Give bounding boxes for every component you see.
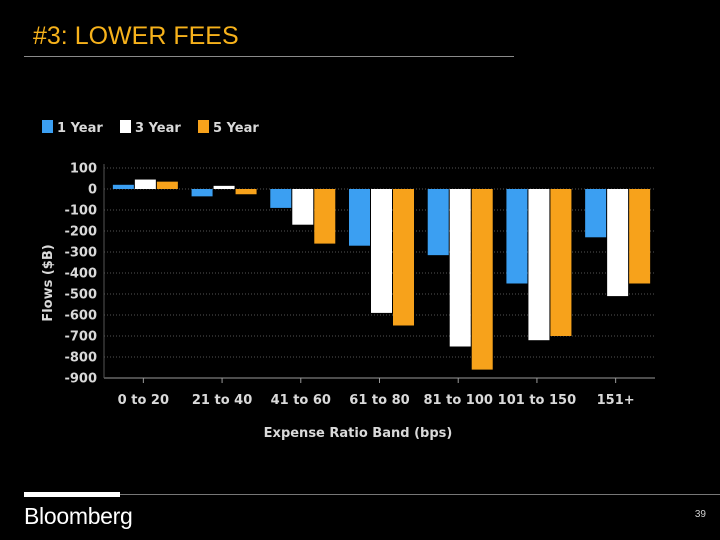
bar-3-year-7 [607, 189, 629, 297]
footer-accent-bar [24, 492, 120, 497]
bar-5-year-5 [471, 189, 493, 370]
bar-5-year-2 [235, 189, 257, 195]
x-tick-label: 61 to 80 [349, 393, 409, 408]
title-divider [24, 56, 514, 57]
y-axis-label: Flows ($B) [41, 244, 56, 321]
bar-5-year-4 [393, 189, 414, 326]
x-tick-label: 0 to 20 [118, 393, 169, 408]
bar-3-year-1 [134, 179, 156, 189]
y-tick-label: -500 [64, 288, 97, 303]
x-tick-label: 81 to 100 [423, 393, 492, 408]
bar-3-year-3 [292, 189, 314, 225]
slide-title: #3: LOWER FEES [33, 22, 239, 50]
chart-legend: 1 Year 3 Year 5 Year [42, 120, 259, 136]
bar-1-year-6 [506, 189, 528, 284]
y-tick-label: -200 [64, 225, 97, 240]
legend-label-1: 1 Year [57, 121, 103, 136]
y-tick-label: -900 [64, 372, 97, 387]
bar-5-year-3 [314, 189, 336, 244]
x-tick-label: 101 to 150 [498, 393, 576, 408]
legend-label-3: 5 Year [213, 121, 259, 136]
bar-1-year-2 [191, 189, 213, 197]
bar-1-year-7 [585, 189, 607, 238]
legend-swatch-3 [198, 120, 209, 133]
y-tick-label: -600 [64, 309, 97, 324]
y-tick-label: -400 [64, 267, 97, 282]
legend-label-2: 3 Year [135, 121, 181, 136]
y-tick-label: 0 [88, 183, 97, 198]
y-axis-ticks: 100 0 -100 -200 -300 -400 -500 -600 -700 -800 -900 [64, 162, 97, 387]
y-tick-label: -700 [64, 330, 97, 345]
y-tick-label: -100 [64, 204, 97, 219]
y-tick-label: -800 [64, 351, 97, 366]
bar-3-year-2 [213, 185, 235, 189]
x-tick-label: 21 to 40 [192, 393, 252, 408]
bar-3-year-5 [449, 189, 471, 347]
legend-swatch-2 [120, 120, 131, 133]
x-axis: 0 to 20 21 to 40 41 to 60 61 to 80 81 to 100… [103, 164, 655, 408]
bar-5-year-7 [629, 189, 651, 284]
legend-swatch-1 [42, 120, 53, 133]
bar-3-year-6 [528, 189, 550, 341]
bar-1-year-4 [349, 189, 370, 246]
y-tick-label: -300 [64, 246, 97, 261]
footer-divider [120, 494, 720, 495]
bar-5-year-1 [156, 181, 178, 189]
x-axis-label: Expense Ratio Band (bps) [264, 426, 453, 441]
x-tick-label: 151+ [597, 393, 635, 408]
bar-1-year-3 [270, 189, 292, 208]
bloomberg-logo: Bloomberg [24, 503, 133, 529]
chart-bars [112, 179, 651, 370]
y-tick-label: 100 [70, 162, 97, 177]
page-number: 39 [694, 509, 706, 520]
bar-5-year-6 [550, 189, 572, 336]
bar-1-year-1 [112, 184, 134, 189]
x-tick-label: 41 to 60 [271, 393, 331, 408]
bar-1-year-5 [427, 189, 449, 256]
bar-3-year-4 [371, 189, 392, 313]
